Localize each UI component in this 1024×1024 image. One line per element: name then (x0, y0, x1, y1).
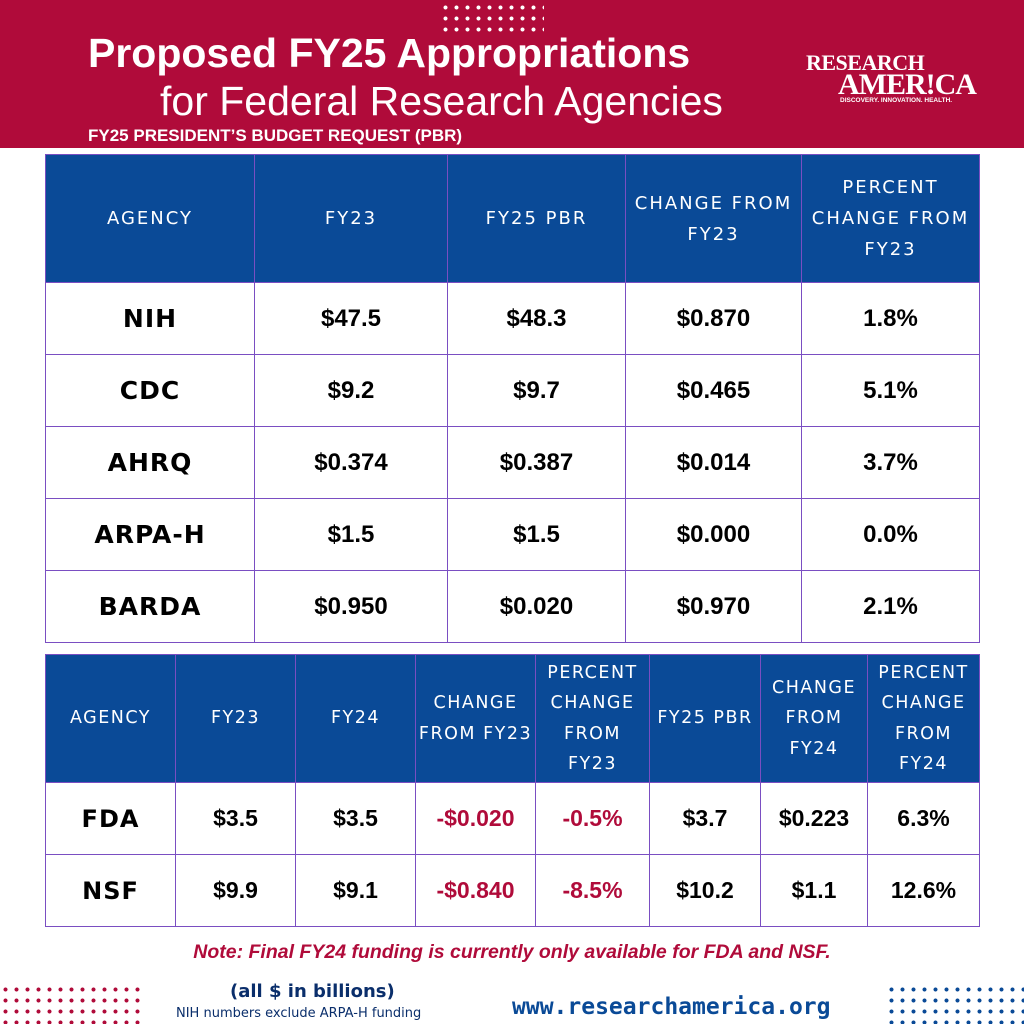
value-cell: $0.387 (447, 426, 626, 499)
column-header: FY25 PBR (447, 154, 626, 283)
negative-value-cell: -$0.840 (415, 854, 536, 927)
column-header: AGENCY (45, 654, 176, 783)
table-header-row: AGENCY FY23 FY25 PBR CHANGE FROM FY23 PE… (45, 154, 980, 283)
logo-line2: AMER!CA (838, 68, 977, 101)
value-cell: $0.970 (625, 570, 802, 643)
value-cell: $48.3 (447, 282, 626, 355)
column-header: FY24 (295, 654, 416, 783)
table-row: CDC $9.2 $9.7 $0.465 5.1% (45, 354, 980, 427)
page-subtitle: FY25 PRESIDENT’S BUDGET REQUEST (PBR) (88, 126, 463, 145)
value-cell: $3.7 (649, 782, 761, 855)
column-header: FY25 PBR (649, 654, 761, 783)
table-row: NIH $47.5 $48.3 $0.870 1.8% (45, 282, 980, 355)
column-header: CHANGE FROM FY24 (760, 654, 868, 783)
value-cell: $0.870 (625, 282, 802, 355)
logo-tagline: DISCOVERY. INNOVATION. HEALTH. (840, 97, 953, 104)
value-cell: $3.5 (175, 782, 296, 855)
logo-line1: RESEARCH (806, 50, 925, 75)
value-cell: 5.1% (801, 354, 980, 427)
negative-value-cell: -8.5% (535, 854, 650, 927)
page-title: Proposed FY25 Appropriations (88, 30, 691, 76)
value-cell: $1.5 (254, 498, 448, 571)
value-cell: $0.020 (447, 570, 626, 643)
value-cell: $10.2 (649, 854, 761, 927)
page-title-line2: for Federal Research Agencies (160, 78, 723, 124)
agency-cell: BARDA (45, 570, 255, 643)
value-cell: $0.000 (625, 498, 802, 571)
value-cell: $9.1 (295, 854, 416, 927)
value-cell: $9.7 (447, 354, 626, 427)
agency-cell: AHRQ (45, 426, 255, 499)
negative-value-cell: -$0.020 (415, 782, 536, 855)
value-cell: 0.0% (801, 498, 980, 571)
column-header: CHANGE FROM FY23 (625, 154, 802, 283)
table-row: ARPA-H $1.5 $1.5 $0.000 0.0% (45, 498, 980, 571)
value-cell: $0.374 (254, 426, 448, 499)
value-cell: 1.8% (801, 282, 980, 355)
table-row: AHRQ $0.374 $0.387 $0.014 3.7% (45, 426, 980, 499)
value-cell: 2.1% (801, 570, 980, 643)
value-cell: $0.223 (760, 782, 868, 855)
agency-budget-table: AGENCY FY23 FY25 PBR CHANGE FROM FY23 PE… (45, 154, 980, 643)
value-cell: 3.7% (801, 426, 980, 499)
value-cell: $3.5 (295, 782, 416, 855)
agency-cell: NIH (45, 282, 255, 355)
value-cell: $9.9 (175, 854, 296, 927)
decorative-dots (440, 2, 544, 36)
column-header: PERCENT CHANGE FROM FY24 (867, 654, 980, 783)
column-header: FY23 (254, 154, 448, 283)
website-link[interactable]: www.researchamerica.org (512, 994, 831, 1020)
agency-cell: ARPA-H (45, 498, 255, 571)
table-row: NSF $9.9 $9.1 -$0.840 -8.5% $10.2 $1.1 1… (45, 854, 980, 927)
value-cell: $0.014 (625, 426, 802, 499)
value-cell: $47.5 (254, 282, 448, 355)
agency-cell: NSF (45, 854, 176, 927)
table-row: BARDA $0.950 $0.020 $0.970 2.1% (45, 570, 980, 643)
value-cell: $1.1 (760, 854, 868, 927)
decorative-dots (886, 984, 1024, 1024)
fda-nsf-budget-table: AGENCY FY23 FY24 CHANGE FROM FY23 PERCEN… (45, 654, 980, 927)
funding-note: Note: Final FY24 funding is currently on… (193, 941, 831, 963)
column-header: CHANGE FROM FY23 (415, 654, 536, 783)
column-header: AGENCY (45, 154, 255, 283)
footnote: NIH numbers exclude ARPA-H funding (176, 1006, 422, 1021)
table-header-row: AGENCY FY23 FY24 CHANGE FROM FY23 PERCEN… (45, 654, 980, 783)
units-note: (all $ in billions) (230, 981, 395, 1002)
value-cell: $1.5 (447, 498, 626, 571)
value-cell: $0.465 (625, 354, 802, 427)
value-cell: $0.950 (254, 570, 448, 643)
table-row: FDA $3.5 $3.5 -$0.020 -0.5% $3.7 $0.223 … (45, 782, 980, 855)
agency-cell: FDA (45, 782, 176, 855)
value-cell: 6.3% (867, 782, 980, 855)
column-header: PERCENT CHANGE FROM FY23 (801, 154, 980, 283)
research-america-logo: RESEARCH AMER!CA DISCOVERY. INNOVATION. … (806, 50, 977, 120)
value-cell: 12.6% (867, 854, 980, 927)
column-header: FY23 (175, 654, 296, 783)
decorative-dots (0, 984, 140, 1024)
column-header: PERCENT CHANGE FROM FY23 (535, 654, 650, 783)
agency-cell: CDC (45, 354, 255, 427)
header-banner: Proposed FY25 Appropriations for Federal… (0, 0, 1024, 148)
negative-value-cell: -0.5% (535, 782, 650, 855)
value-cell: $9.2 (254, 354, 448, 427)
